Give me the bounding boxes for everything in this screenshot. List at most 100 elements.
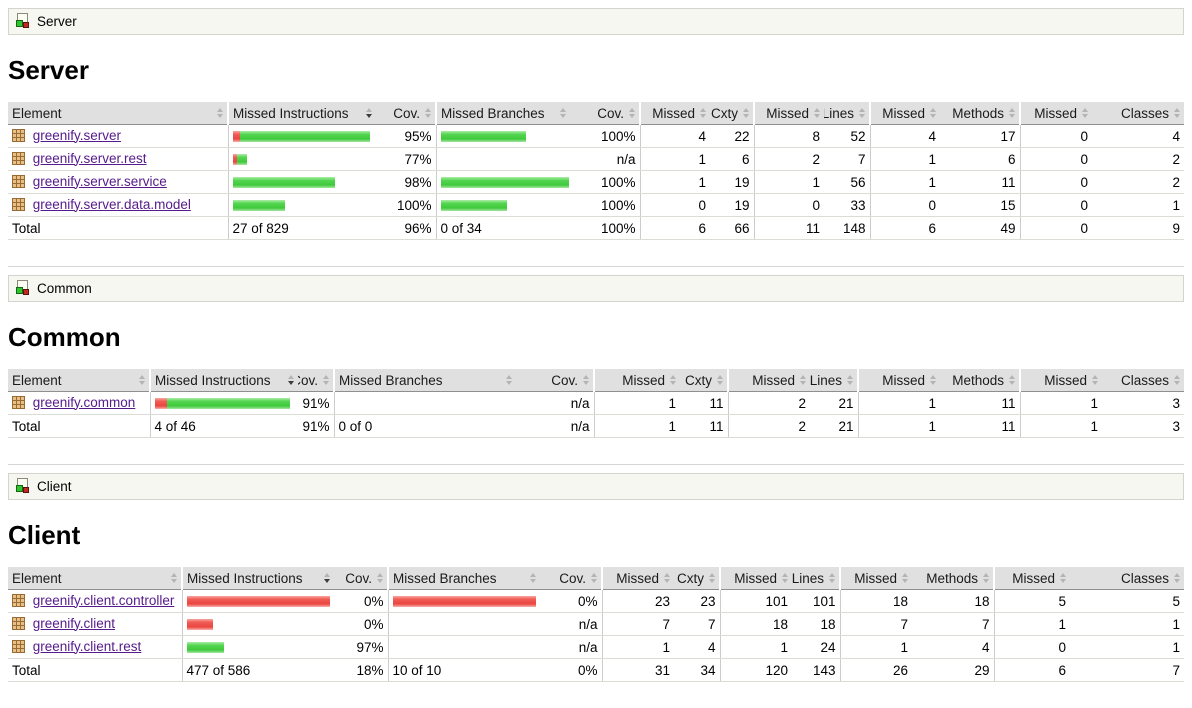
counter-cell: 22 [710,124,754,148]
report-group-icon [15,477,31,496]
column-header-missed[interactable]: Missed [1019,369,1102,392]
branch-coverage-value: 0% [540,589,602,613]
column-header-missed[interactable]: Missed [1019,102,1092,125]
branch-bar-cell [435,124,570,148]
column-header-lines[interactable]: Lines [792,567,840,590]
column-header-missed[interactable]: Missed [719,567,792,590]
column-header-label: Lines [810,372,842,388]
package-link[interactable]: greenify.server.service [32,173,167,189]
column-header-classes[interactable]: Classes [1092,102,1184,125]
counter-cell: 21 [810,414,858,438]
total-missed-branches: 0 of 34 [435,216,570,240]
package-link[interactable]: greenify.server.rest [32,150,147,166]
column-header-label: Missed [882,105,925,121]
sort-arrows-icon [902,573,908,583]
column-header-missed-instructions[interactable]: Missed Instructions [227,102,376,125]
counter-cell: 31 [601,658,674,682]
package-link[interactable]: greenify.common [32,394,136,410]
column-header-cov-[interactable]: Cov. [334,567,388,590]
package-icon [12,197,25,214]
column-header-cov-[interactable]: Cov. [516,369,594,392]
counter-cell: 6 [639,216,710,240]
column-header-missed[interactable]: Missed [753,102,824,125]
column-header-methods[interactable]: Methods [940,369,1020,392]
covered-bar-segment [232,200,285,212]
column-header-cxty[interactable]: Cxty [710,102,754,125]
column-header-cov-[interactable]: Cov. [570,102,640,125]
breadcrumb-label: Common [37,281,92,296]
counter-cell: 23 [601,589,674,613]
column-header-missed-instructions[interactable]: Missed Instructions [149,369,298,392]
report-group-icon [15,12,31,31]
instruction-bar-cell [227,124,376,148]
column-header-label: Cov. [597,105,624,121]
column-header-element[interactable]: Element [8,369,150,392]
column-header-missed[interactable]: Missed [727,369,810,392]
total-row: Total 477 of 586 18% 10 of 10 0% 31 34 120… [8,658,1184,682]
column-header-missed[interactable]: Missed [993,567,1070,590]
package-link[interactable]: greenify.client [32,615,116,631]
sort-arrows-icon [530,573,536,583]
counter-cell: 1 [1019,391,1102,415]
total-missed-branches: 10 of 10 [387,658,540,682]
column-header-classes[interactable]: Classes [1102,369,1184,392]
column-header-classes[interactable]: Classes [1070,567,1184,590]
total-instruction-coverage: 96% [376,216,436,240]
column-header-missed[interactable]: Missed [869,102,940,125]
counter-cell: 15 [940,193,1020,217]
missed-bar-segment [232,131,240,143]
column-header-methods[interactable]: Methods [912,567,994,590]
counter-cell: 101 [792,589,840,613]
column-header-lines[interactable]: Lines [824,102,870,125]
column-header-label: Classes [1120,372,1169,388]
column-header-label: Missed Instructions [233,105,349,121]
branch-bar-cell [435,147,570,171]
counter-cell: 0 [1019,193,1092,217]
counter-cell: 1 [753,170,824,194]
column-header-element[interactable]: Element [8,102,228,125]
instruction-coverage-bar [232,131,370,143]
column-header-missed[interactable]: Missed [857,369,940,392]
column-header-missed-branches[interactable]: Missed Branches [435,102,570,125]
counter-cell: 0 [1019,147,1092,171]
instruction-coverage-value: 0% [334,612,388,636]
column-header-label: Missed [752,372,795,388]
column-header-methods[interactable]: Methods [940,102,1020,125]
counter-cell: 2 [727,414,810,438]
column-header-missed[interactable]: Missed [601,567,674,590]
breadcrumb: Client [8,473,1184,500]
counter-cell: 143 [792,658,840,682]
column-header-cov-[interactable]: Cov. [298,369,334,392]
column-header-cxty[interactable]: Cxty [680,369,728,392]
column-header-missed-instructions[interactable]: Missed Instructions [181,567,334,590]
column-header-cov-[interactable]: Cov. [540,567,602,590]
column-header-cov-[interactable]: Cov. [376,102,436,125]
package-link[interactable]: greenify.client.controller [32,592,175,608]
column-header-lines[interactable]: Lines [810,369,858,392]
column-header-missed[interactable]: Missed [839,567,912,590]
sort-arrows-icon [1174,573,1180,583]
counter-cell: 0 [869,193,940,217]
column-header-missed-branches[interactable]: Missed Branches [387,567,540,590]
package-link[interactable]: greenify.server.data.model [32,196,191,212]
column-header-missed-branches[interactable]: Missed Branches [333,369,516,392]
column-header-cxty[interactable]: Cxty [674,567,720,590]
sort-arrows-icon [425,108,431,118]
coverage-section: Client Client Element Missed Instructions… [8,473,1184,682]
counter-cell: 0 [1019,170,1092,194]
instruction-coverage-bar [186,619,213,631]
counter-cell: 21 [810,391,858,415]
instruction-coverage-bar [186,596,330,608]
package-link[interactable]: greenify.server [32,127,122,143]
package-link[interactable]: greenify.client.rest [32,638,142,654]
breadcrumb: Server [8,8,1184,35]
column-header-missed[interactable]: Missed [593,369,680,392]
counter-cell: 7 [674,612,720,636]
column-header-element[interactable]: Element [8,567,182,590]
total-missed-instructions: 477 of 586 [181,658,334,682]
sort-arrows-icon [1060,573,1066,583]
instruction-coverage-value: 91% [298,391,334,415]
column-header-label: Lines [824,105,854,121]
column-header-missed[interactable]: Missed [639,102,710,125]
instruction-bar-cell [227,170,376,194]
